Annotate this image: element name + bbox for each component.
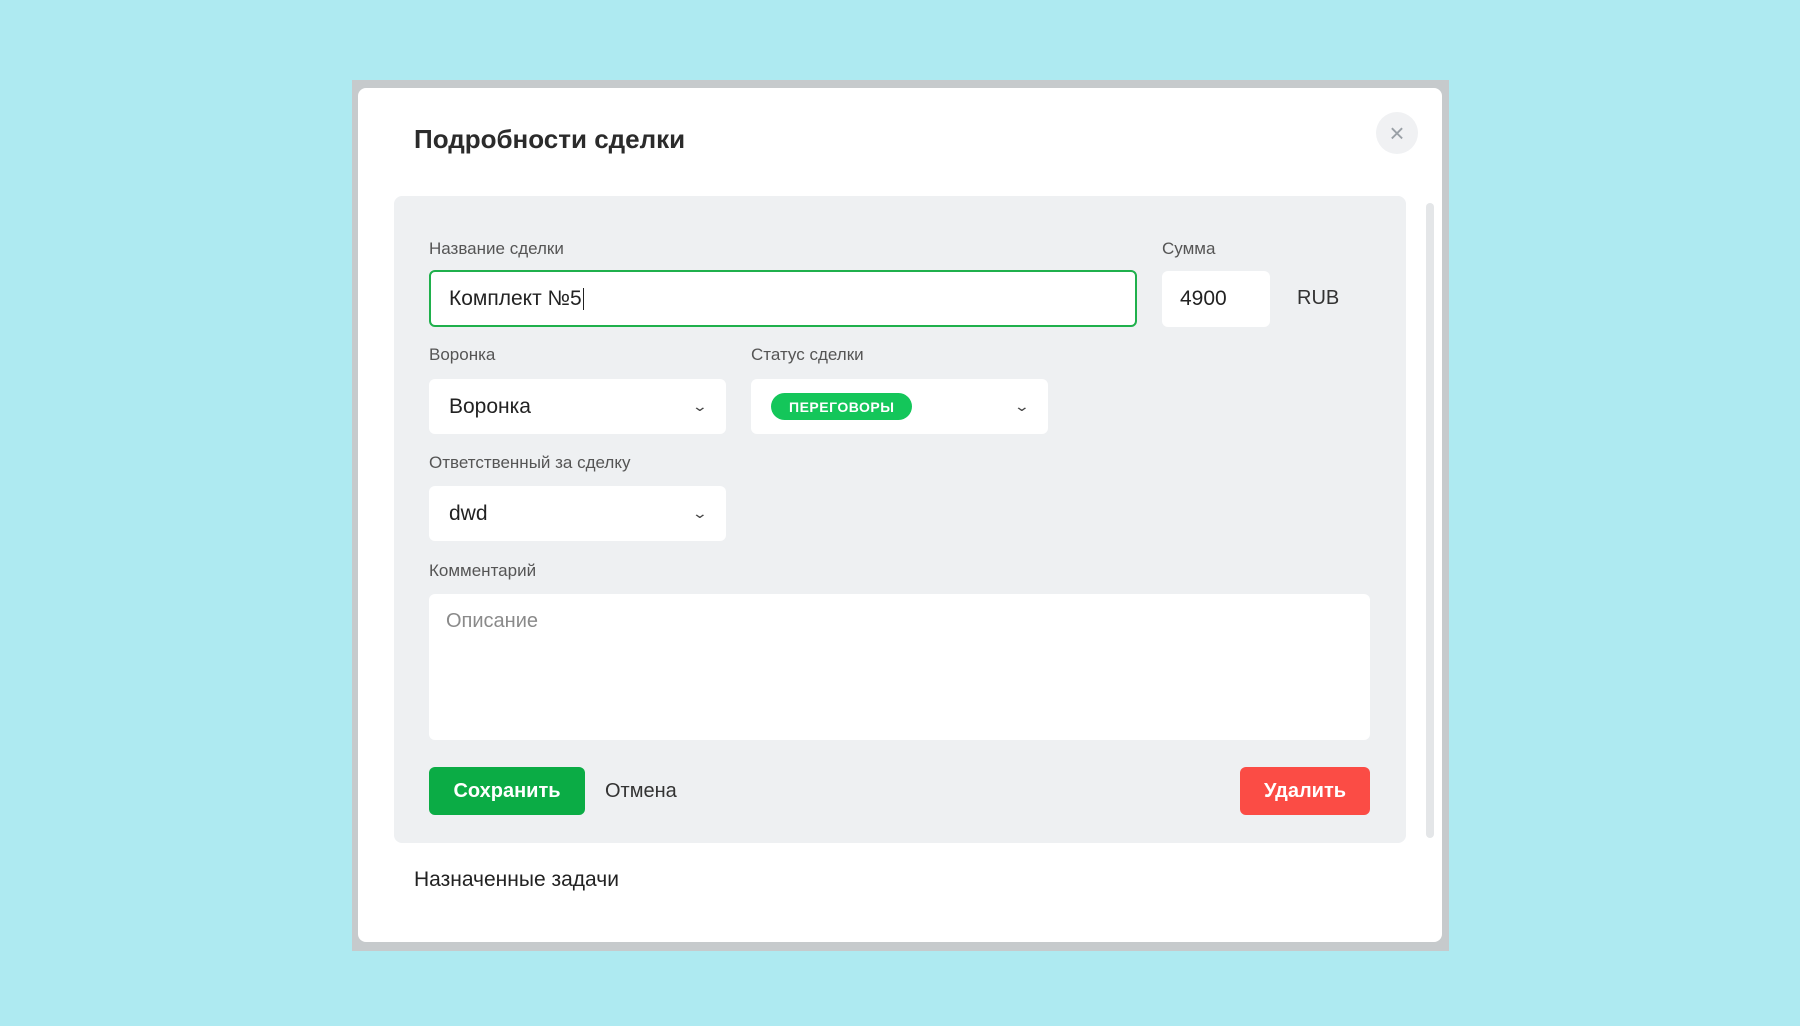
deal-name-value: Комплект №5	[449, 286, 582, 310]
comment-placeholder: Описание	[446, 610, 539, 632]
status-select[interactable]: ПЕРЕГОВОРЫ ⌄	[751, 379, 1048, 434]
sum-input[interactable]: 4900	[1162, 271, 1270, 327]
owner-label: Ответственный за сделку	[429, 453, 631, 472]
delete-button[interactable]: Удалить	[1240, 767, 1370, 815]
owner-value: dwd	[449, 501, 488, 525]
comment-textarea[interactable]: Описание	[429, 594, 1370, 740]
close-button[interactable]: ×	[1376, 112, 1418, 154]
funnel-value: Воронка	[449, 394, 531, 418]
chevron-down-icon: ⌄	[691, 398, 709, 414]
close-icon: ×	[1389, 117, 1405, 148]
deal-name-input[interactable]: Комплект №5	[429, 270, 1137, 327]
sum-value: 4900	[1180, 287, 1227, 310]
owner-select[interactable]: dwd ⌄	[429, 486, 726, 541]
cancel-button[interactable]: Отмена	[605, 780, 677, 802]
text-caret	[582, 287, 584, 310]
funnel-label: Воронка	[429, 345, 496, 364]
status-badge: ПЕРЕГОВОРЫ	[771, 393, 913, 420]
sum-label: Сумма	[1162, 239, 1216, 258]
currency-label: RUB	[1297, 287, 1340, 309]
deal-form: Название сделки Комплект №5 Сумма 4900 R…	[394, 196, 1406, 843]
scrollbar[interactable]	[1426, 203, 1434, 838]
deal-details-dialog: Подробности сделки × Название сделки Ком…	[358, 88, 1442, 942]
assigned-tasks-heading: Назначенные задачи	[414, 868, 619, 891]
dialog-title: Подробности сделки	[414, 124, 686, 154]
status-label: Статус сделки	[751, 345, 864, 364]
deal-name-label: Название сделки	[429, 239, 564, 258]
comment-label: Комментарий	[429, 561, 537, 580]
chevron-down-icon: ⌄	[1013, 398, 1031, 414]
funnel-select[interactable]: Воронка ⌄	[429, 379, 726, 434]
chevron-down-icon: ⌄	[691, 505, 709, 521]
save-button[interactable]: Сохранить	[429, 767, 585, 815]
